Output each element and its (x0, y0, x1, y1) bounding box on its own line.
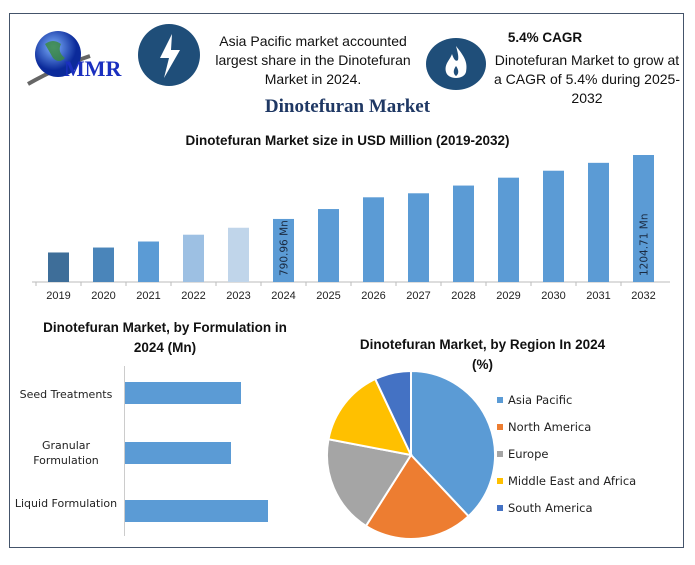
cagr-text: Dinotefuran Market to grow at a CAGR of … (494, 52, 680, 106)
x-tick-label: 2021 (136, 290, 160, 302)
legend-item: North America (497, 413, 636, 440)
formulation-bar (125, 442, 231, 464)
x-tick-label: 2030 (541, 290, 565, 302)
pie-slice-south-america (373, 369, 412, 456)
data-label: 790.96 Mn (279, 220, 291, 276)
x-tick-label: 2022 (181, 290, 205, 302)
pie-slice-asia-pacific (410, 369, 496, 518)
region-pie-chart (326, 369, 496, 540)
flame-icon (445, 46, 467, 78)
legend-item: Middle East and Africa (497, 467, 636, 494)
highlight-asia-pacific: Asia Pacific market accounted largest sh… (215, 33, 411, 87)
x-tick-label: 2019 (46, 290, 70, 302)
market-size-chart-title: Dinotefuran Market size in USD Million (… (185, 133, 510, 148)
lightning-badge (138, 24, 200, 86)
legend-swatch (497, 450, 503, 457)
legend-label: North America (508, 419, 592, 434)
legend-swatch (497, 504, 503, 511)
legend-label: Europe (508, 446, 549, 461)
x-tick-label: 2025 (316, 290, 340, 302)
lightning-icon (160, 34, 180, 78)
pie-slice-middle-east-and-africa (327, 377, 413, 457)
bar-2019 (48, 252, 69, 282)
x-tick-label: 2029 (496, 290, 520, 302)
formulation-label: Liquid Formulation (14, 497, 118, 510)
x-tick-label: 2027 (406, 290, 430, 302)
globe-icon (27, 31, 91, 86)
mmr-logo: MMR (20, 26, 140, 86)
pie-slice-north-america (364, 453, 470, 540)
bar-2022 (183, 234, 204, 282)
legend-swatch (497, 477, 503, 484)
legend-label: Asia Pacific (508, 392, 573, 407)
bar-2027 (408, 193, 429, 282)
x-tick-label: 2028 (451, 290, 475, 302)
formulation-label: Seed Treatments (19, 388, 113, 401)
y-axis (124, 366, 125, 536)
logo-text: MMR (64, 56, 122, 81)
legend-label: South America (508, 500, 593, 515)
legend-item: Europe (497, 440, 636, 467)
x-tick-label: 2032 (631, 290, 655, 302)
infographic-frame: MMR Asia Pacific market accounted larges… (9, 13, 684, 548)
bar-2024 (273, 218, 294, 282)
formulation-label: Granular Formulation (33, 439, 99, 467)
bar-2020 (93, 247, 114, 282)
bar-2031 (588, 162, 609, 282)
x-tick-label: 2024 (271, 290, 295, 302)
formulation-chart-title: Dinotefuran Market, by Formulation in 20… (43, 320, 287, 355)
legend-item: South America (497, 494, 636, 521)
formulation-bar (125, 500, 268, 522)
x-tick-label: 2031 (586, 290, 610, 302)
x-tick-label: 2026 (361, 290, 385, 302)
formulation-bar (125, 382, 241, 404)
bar-2032 (633, 154, 654, 282)
bar-2030 (543, 170, 564, 282)
flame-badge (426, 38, 486, 90)
x-tick-label: 2023 (226, 290, 250, 302)
bar-2026 (363, 197, 384, 282)
legend-swatch (497, 396, 503, 403)
bar-2029 (498, 177, 519, 282)
x-tick-label: 2020 (91, 290, 115, 302)
bar-2025 (318, 209, 339, 282)
legend-swatch (497, 423, 503, 430)
legend-item: Asia Pacific (497, 386, 636, 413)
data-label: 1204.71 Mn (639, 214, 651, 276)
page-title: Dinotefuran Market (264, 96, 431, 117)
bar-2023 (228, 227, 249, 282)
region-legend: Asia Pacific North America Europe Middle Ea… (497, 386, 636, 521)
market-size-bar-chart: 2019 2020 2021 2022 2023 2024 790.96 Mn 2025 202… (32, 154, 670, 302)
region-chart-title: Dinotefuran Market, by Region In 2024 (%… (359, 337, 606, 372)
bar-2028 (453, 185, 474, 282)
bar-2021 (138, 241, 159, 282)
pie-slice-europe (326, 438, 413, 528)
cagr-title: 5.4% CAGR (507, 30, 583, 45)
legend-label: Middle East and Africa (508, 473, 637, 488)
